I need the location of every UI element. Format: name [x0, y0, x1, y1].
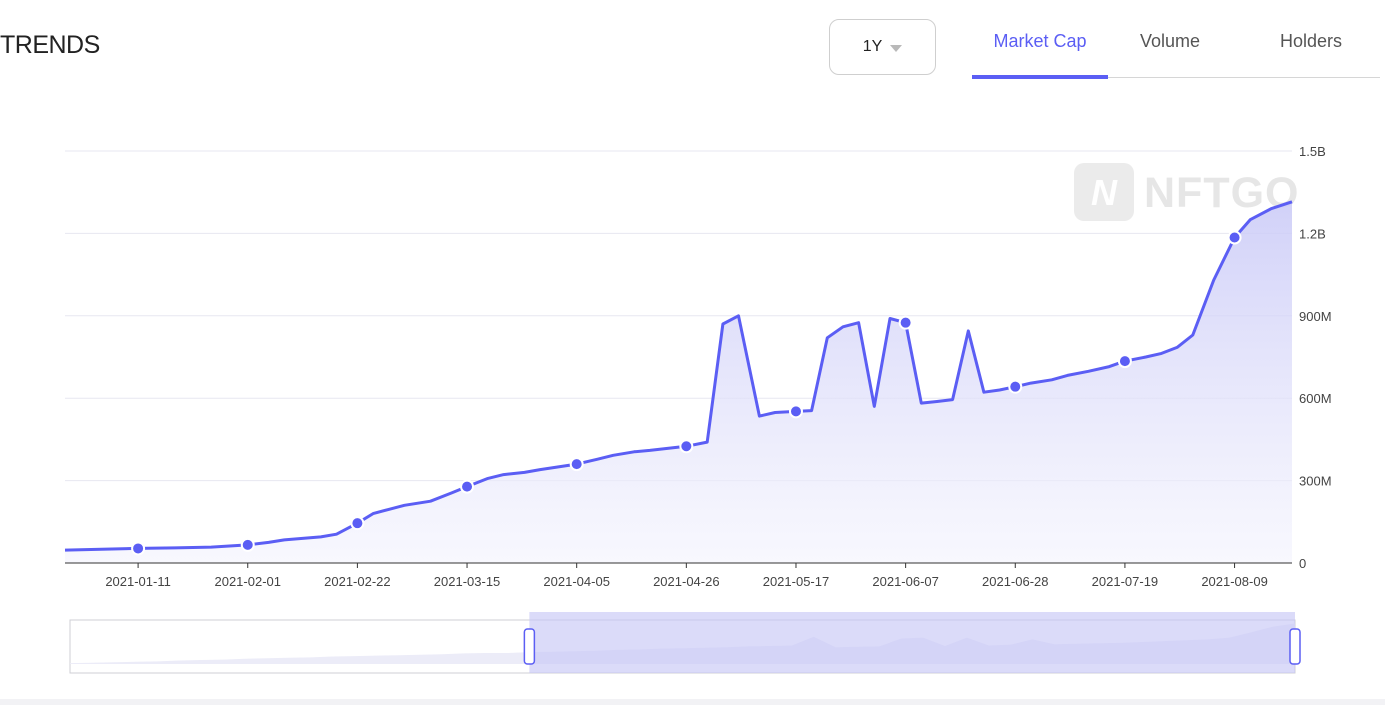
- data-markers: [131, 230, 1242, 556]
- tab-holders[interactable]: Holders: [1279, 31, 1343, 51]
- market-cap-area: [65, 201, 1292, 564]
- data-point: [460, 479, 475, 494]
- data-point: [898, 315, 913, 330]
- data-point: [1227, 230, 1242, 245]
- nftgo-logo-glyph: N: [1091, 172, 1118, 213]
- y-tick-label: 1.2B: [1299, 226, 1326, 241]
- x-tick-label: 2021-08-09: [1201, 574, 1268, 589]
- data-point: [1117, 354, 1132, 369]
- time-range-dropdown[interactable]: 1Y: [829, 19, 936, 75]
- x-tick-label: 2021-06-28: [982, 574, 1049, 589]
- x-tick-label: 2021-04-05: [543, 574, 610, 589]
- data-point: [788, 404, 803, 419]
- data-point: [569, 457, 584, 472]
- range-overview[interactable]: [69, 612, 1301, 674]
- y-tick-label: 1.5B: [1299, 144, 1326, 159]
- x-tick-label: 2021-02-22: [324, 574, 391, 589]
- active-tab-indicator: [972, 75, 1108, 79]
- y-axis-ticks: 0 300M 600M 900M 1.2B 1.5B: [1299, 144, 1332, 571]
- metric-tabs: Market Cap Volume Holders: [972, 26, 1380, 79]
- x-axis-ticks: 2021-01-11 2021-02-01 2021-02-22 2021-03-15…: [105, 563, 1268, 589]
- x-tick-label: 2021-04-26: [653, 574, 720, 589]
- time-range-value: 1Y: [862, 38, 883, 55]
- x-tick-label: 2021-01-11: [105, 574, 171, 589]
- range-handle-left[interactable]: [523, 628, 536, 665]
- footer-divider: [0, 699, 1385, 705]
- x-tick-label: 2021-05-17: [763, 574, 830, 589]
- y-tick-label: 600M: [1299, 391, 1332, 406]
- data-point: [131, 541, 146, 556]
- y-tick-label: 0: [1299, 556, 1306, 571]
- x-tick-label: 2021-02-01: [214, 574, 281, 589]
- nftgo-watermark: N NFTGO: [1074, 163, 1298, 221]
- x-tick-label: 2021-06-07: [872, 574, 939, 589]
- x-tick-label: 2021-07-19: [1092, 574, 1159, 589]
- tab-market-cap[interactable]: Market Cap: [993, 31, 1087, 51]
- data-point: [1008, 379, 1023, 394]
- data-point: [240, 537, 255, 552]
- tab-volume[interactable]: Volume: [1139, 31, 1201, 51]
- data-point: [350, 516, 365, 531]
- x-tick-label: 2021-03-15: [434, 574, 501, 589]
- page-title: TRENDS: [0, 31, 100, 59]
- range-handle-right[interactable]: [1289, 628, 1301, 665]
- y-tick-label: 900M: [1299, 309, 1332, 324]
- nftgo-logo-icon: [1074, 163, 1134, 221]
- data-point: [679, 439, 694, 454]
- y-tick-label: 300M: [1299, 474, 1332, 489]
- overview-selection[interactable]: [529, 612, 1295, 673]
- chevron-down-icon: [890, 44, 903, 52]
